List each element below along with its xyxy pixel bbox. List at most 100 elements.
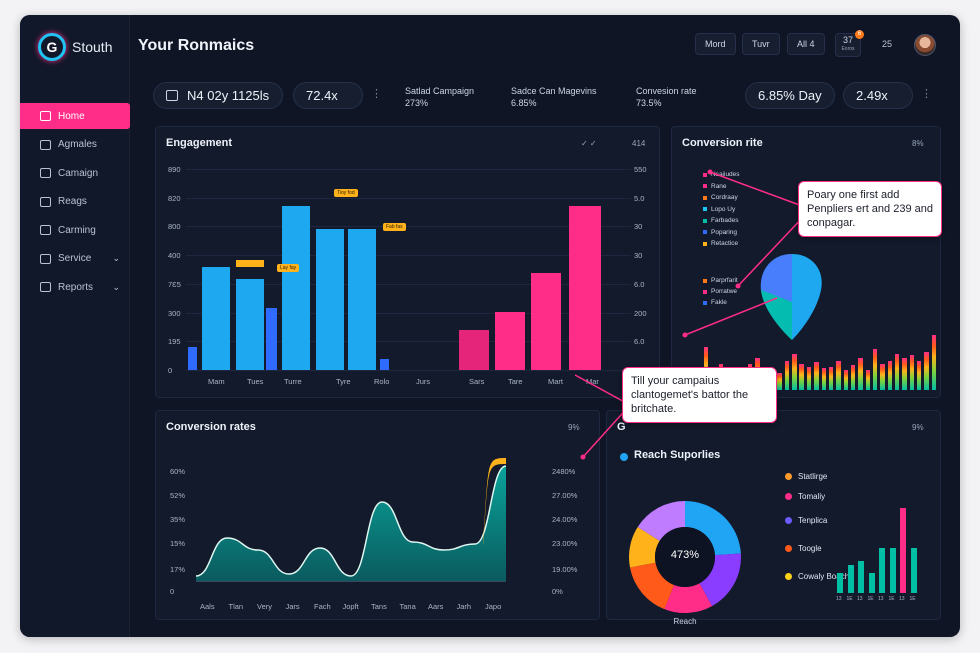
legend-item: Rane — [703, 183, 727, 190]
donut-slice — [664, 583, 712, 613]
stat-pill-primary[interactable]: N4 02y 1125ls — [153, 82, 283, 109]
header-button-tuvr[interactable]: Tuvr — [742, 33, 780, 55]
legend-item: Nsajiudes — [703, 171, 740, 178]
stat-pill-day[interactable]: 6.85% Day — [745, 82, 835, 109]
bar-column — [828, 366, 834, 390]
partial-title: G — [617, 421, 626, 433]
stat-pill-multiplier[interactable]: 72.4x — [293, 82, 363, 109]
sidebar-item-reags[interactable]: Reags — [20, 189, 130, 215]
x-tick: Sars — [469, 377, 485, 386]
shield-segment — [760, 254, 792, 302]
bar-pink — [459, 330, 489, 370]
bar-label: 13 — [857, 596, 863, 602]
connector-line — [684, 297, 778, 336]
bar-column — [872, 349, 878, 390]
sidebar-item-label: Agmales — [58, 139, 97, 150]
stat-label: Satlad Campaign — [405, 86, 475, 96]
more-icon[interactable]: ⋮ — [371, 88, 382, 100]
stat-pill-value: 72.4x — [306, 88, 338, 103]
chart-icon — [40, 168, 51, 178]
y-tick: 7Ɛ5 — [168, 279, 181, 289]
donut-slice — [699, 553, 741, 607]
legend-swatch — [703, 184, 707, 188]
area-line — [196, 465, 506, 577]
title-dot-icon — [620, 453, 628, 461]
legend-item: Statlirge — [785, 471, 855, 482]
engagement-panel: Engagement ✓ ✓ 414 890 820 800 400 7Ɛ5 300 195… — [155, 126, 660, 398]
y-tick: 0 — [170, 587, 175, 596]
logo-icon: G — [38, 33, 66, 61]
sidebar-item-camaign[interactable]: Camaign — [20, 160, 130, 186]
notification-label: Eoros — [841, 46, 855, 52]
bar-column — [777, 372, 782, 390]
x-tick: Very — [257, 602, 273, 611]
report-icon — [40, 282, 51, 292]
legend-label: Poparing — [711, 228, 738, 236]
connector-line — [737, 214, 806, 287]
stat-campaign: Satlad Campaign 273% — [405, 85, 474, 109]
connector-dot — [682, 332, 688, 338]
header-button-all[interactable]: All 4 — [787, 33, 825, 55]
header-count: 25 — [882, 39, 893, 49]
legend-label: Farbades — [711, 217, 739, 224]
y-tick: 550 — [634, 165, 647, 174]
header-button-mord[interactable]: Mord — [695, 33, 736, 55]
y-tick: 30 — [634, 251, 643, 261]
panel-meta: 414 — [632, 139, 646, 148]
sidebar-item-label: Reags — [58, 196, 87, 207]
sidebar-item-reports[interactable]: Reports ⌄ — [20, 274, 130, 300]
gridline — [186, 255, 631, 257]
legend-label: Lopo Uy — [711, 205, 736, 213]
legend-label: Tomaliy — [798, 492, 826, 501]
legend-item: Cowaly Boach — [785, 571, 855, 582]
chevron-down-icon: ⌄ — [112, 253, 120, 263]
y-tick: 23.00% — [552, 539, 578, 548]
x-tick: Rolo — [374, 377, 390, 386]
reach-bars — [837, 503, 937, 593]
avatar[interactable] — [914, 34, 936, 56]
more-icon[interactable]: ⋮ — [921, 88, 932, 100]
bar-column — [806, 366, 812, 390]
stat-value: 273% — [405, 98, 429, 108]
x-tick: Tues — [247, 377, 264, 386]
stat-label: Sadce Can Magevins — [511, 86, 597, 96]
x-tick: Mam — [208, 377, 225, 386]
sidebar-item-service[interactable]: Service ⌄ — [20, 246, 130, 272]
bar-pink — [495, 311, 525, 370]
bar-tag: Lay fay — [277, 264, 300, 272]
check-icon[interactable]: ✓ ✓ — [581, 139, 597, 148]
sidebar-item-home[interactable]: Home — [20, 103, 130, 129]
notifications-button[interactable]: 37 Eoros 6 — [835, 30, 864, 57]
stats-row: N4 02y 1125ls 72.4x ⋮ Satlad Campaign 273… — [153, 82, 943, 112]
tooltip-callout: Poary one first add Penpliers ert and 23… — [798, 181, 942, 237]
sidebar-item-label: Reports — [58, 281, 94, 293]
y-tick: 800 — [168, 222, 181, 232]
bar-column — [902, 358, 907, 390]
sidebar-item-agmales[interactable]: Agmales — [20, 132, 130, 158]
legend-item: Tenplica — [785, 515, 855, 526]
y-tick: 30 — [634, 222, 643, 232]
legend-item: Fakle — [703, 299, 727, 306]
donut-slice — [629, 526, 660, 568]
bar-label: 1E — [846, 596, 853, 602]
sidebar-item-label: Home — [58, 110, 85, 122]
bar-label: 13 — [836, 596, 842, 602]
y-tick: 52% — [170, 491, 186, 500]
header: Your Ronmaics Mord Tuvr All 4 37 Eoros 6… — [130, 15, 960, 75]
stat-label: Convesion rate — [636, 86, 697, 96]
bar-column — [924, 352, 929, 390]
sidebar-item-carming[interactable]: Carming — [20, 217, 130, 243]
panel-title: Engagement — [166, 137, 233, 149]
bar-label: 13 — [899, 596, 905, 602]
y-tick: 0% — [552, 587, 563, 596]
x-tick: Tare — [508, 377, 523, 386]
legend-item: Porratwe — [703, 288, 737, 295]
stat-pill-ratio[interactable]: 2.49x — [843, 82, 913, 109]
brand-logo[interactable]: G Stouth — [38, 33, 112, 61]
bar-column — [814, 362, 819, 390]
legend-swatch — [703, 195, 707, 200]
gridline — [186, 226, 631, 228]
bar-column — [821, 368, 826, 390]
connector-dot — [735, 283, 741, 289]
legend-dot — [785, 493, 792, 500]
